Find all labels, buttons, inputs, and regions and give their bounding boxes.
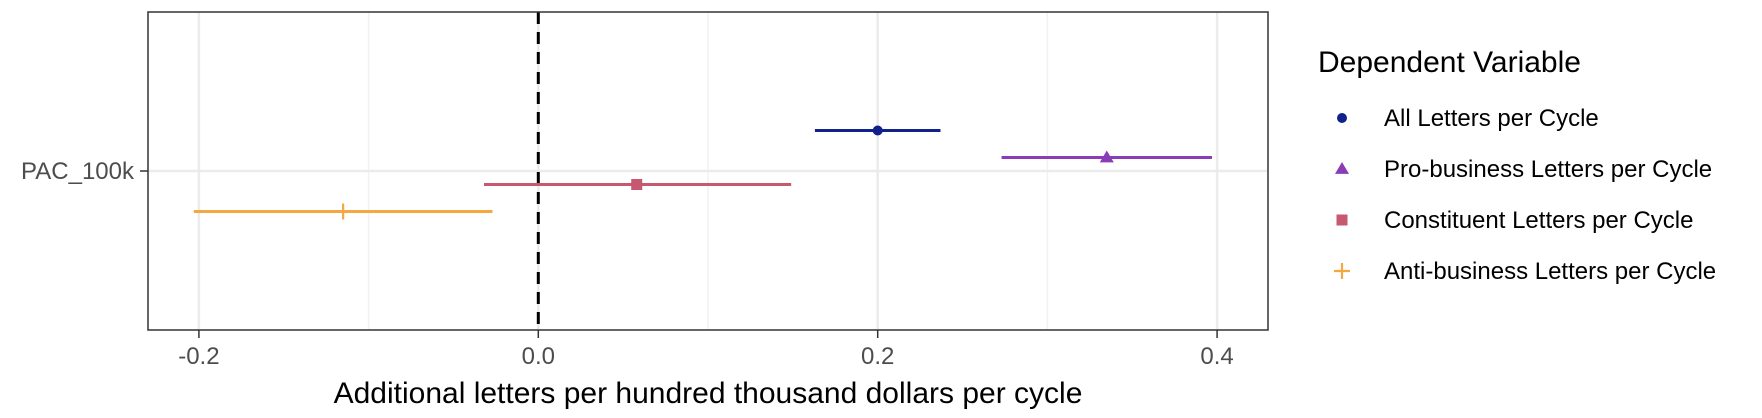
legend-triangle-marker bbox=[1335, 162, 1349, 174]
legend-label: All Letters per Cycle bbox=[1384, 105, 1599, 132]
point-estimate-square-marker bbox=[631, 179, 643, 190]
x-tick-label: 0.4 bbox=[1200, 343, 1233, 370]
point-estimate-circle-marker bbox=[872, 125, 883, 136]
legend-label: Constituent Letters per Cycle bbox=[1384, 207, 1693, 234]
legend-title: Dependent Variable bbox=[1318, 46, 1581, 79]
series-constituent-letters-per-cycle bbox=[484, 179, 792, 190]
legend-label: Anti-business Letters per Cycle bbox=[1384, 258, 1716, 285]
legend: Dependent Variable All Letters per Cycle… bbox=[1318, 46, 1716, 285]
legend-item: Pro-business Letters per Cycle bbox=[1335, 156, 1712, 183]
y-tick-label: PAC_100k bbox=[21, 158, 135, 185]
legend-item: Anti-business Letters per Cycle bbox=[1334, 258, 1716, 285]
series-all-letters-per-cycle bbox=[814, 125, 941, 136]
point-estimate-triangle-marker bbox=[1099, 150, 1114, 163]
x-axis-title: Additional letters per hundred thousand … bbox=[334, 377, 1083, 410]
legend-item: All Letters per Cycle bbox=[1337, 105, 1599, 132]
legend-item: Constituent Letters per Cycle bbox=[1336, 207, 1693, 234]
y-axis: PAC_100k bbox=[21, 158, 148, 185]
legend-square-marker bbox=[1336, 214, 1348, 226]
x-tick-label: 0.0 bbox=[522, 343, 555, 370]
x-tick-label: -0.2 bbox=[178, 343, 219, 370]
grid-lines bbox=[148, 12, 1268, 330]
series-anti-business-letters-per-cycle bbox=[193, 203, 493, 220]
legend-plus-marker bbox=[1334, 263, 1350, 279]
legend-label: Pro-business Letters per Cycle bbox=[1384, 156, 1712, 183]
legend-circle-marker bbox=[1337, 113, 1347, 123]
x-tick-label: 0.2 bbox=[861, 343, 894, 370]
point-estimate-plus-marker bbox=[335, 203, 352, 220]
series-pro-business-letters-per-cycle bbox=[1001, 150, 1212, 163]
x-axis: -0.2 0.0 0.2 0.4 bbox=[178, 330, 1234, 370]
series-group bbox=[193, 125, 1212, 220]
